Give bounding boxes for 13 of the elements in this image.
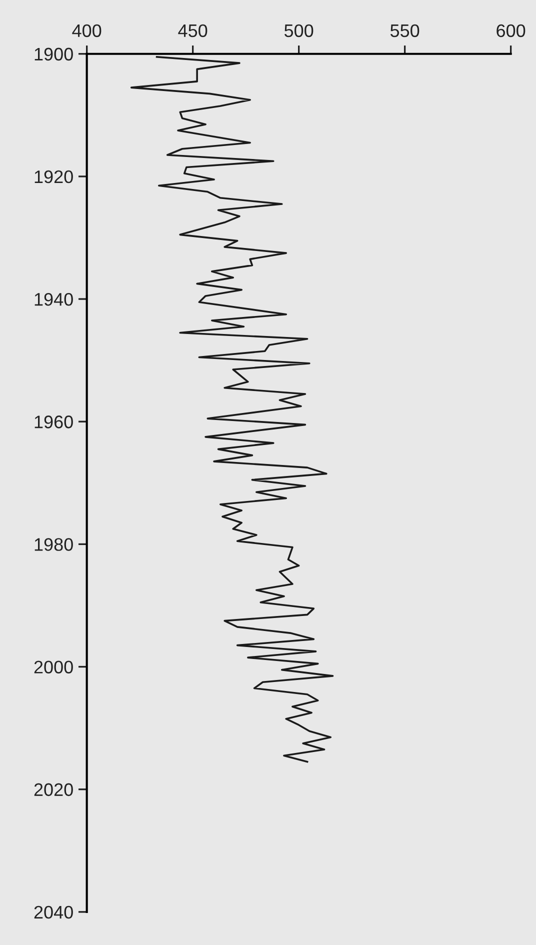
y-tick-label: 1940	[34, 292, 73, 306]
x-tick-label: 550	[390, 24, 420, 38]
x-tick-label: 600	[496, 24, 526, 38]
y-tick-label: 1980	[34, 538, 73, 551]
y-tick-label: 2020	[34, 783, 73, 796]
y-tick-label: 1900	[34, 48, 73, 61]
y-tick-label: 1960	[34, 416, 73, 428]
x-tick-label: 500	[284, 24, 314, 38]
y-tick-label: 2040	[34, 906, 73, 919]
x-tick-label: 400	[72, 24, 102, 38]
y-tick-label: 1920	[34, 170, 73, 184]
x-tick-label: 450	[178, 24, 208, 38]
y-tick-label: 2000	[34, 660, 73, 674]
